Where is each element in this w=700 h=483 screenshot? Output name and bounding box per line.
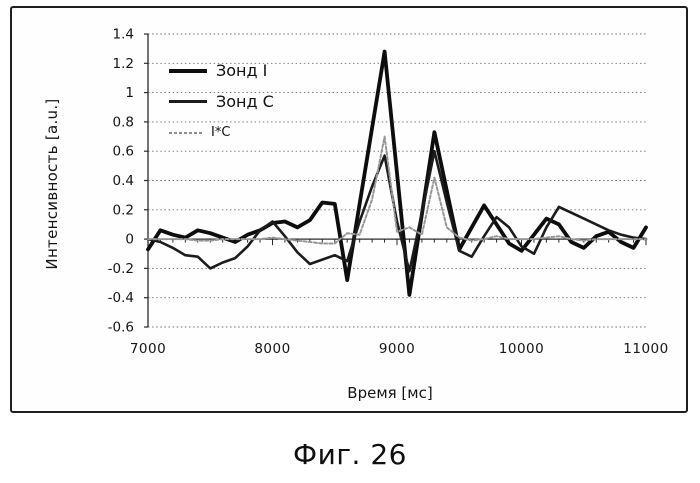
y-tick-label: -0.4 xyxy=(108,290,134,306)
legend-line-sample-zond-c xyxy=(169,100,207,103)
figure-caption: Фиг. 26 xyxy=(293,438,407,471)
legend: Зонд I Зонд C I*C xyxy=(169,55,274,148)
y-tick-label: 0.6 xyxy=(113,144,134,160)
legend-label-zond-c: Зонд C xyxy=(216,92,274,111)
x-tick-label: 9000 xyxy=(379,341,415,357)
y-tick-label: 1.4 xyxy=(113,27,134,43)
legend-line-sample-ic xyxy=(169,131,202,134)
series-line-ic xyxy=(147,135,647,245)
y-tick-label: 0.8 xyxy=(113,114,134,130)
legend-label-ic: I*C xyxy=(211,125,231,140)
x-tick-label: 11000 xyxy=(623,341,668,357)
y-tick-label: 0 xyxy=(125,232,134,248)
x-axis-title: Время [мс] xyxy=(347,384,433,402)
y-tick-label: -0.2 xyxy=(108,261,134,277)
y-tick-label: -0.6 xyxy=(108,320,134,336)
series-line-zond-c xyxy=(146,149,648,273)
line-chart: 1.4 1.2 1 0.8 0.6 0.4 0.2 0 -0.2 -0.4 -0.6 7000 8000… xyxy=(108,27,669,358)
series-line-zond-i xyxy=(146,49,648,297)
legend-item-zond-i: Зонд I xyxy=(169,55,274,86)
legend-item-zond-c: Зонд C xyxy=(169,86,274,117)
legend-label-zond-i: Зонд I xyxy=(216,61,268,80)
legend-line-sample-zond-i xyxy=(169,68,207,73)
y-axis-title: Интенсивность [a.u.] xyxy=(43,98,61,270)
figure-box: 1.4 1.2 1 0.8 0.6 0.4 0.2 0 -0.2 -0.4 -0.6 7000 8000… xyxy=(10,6,688,413)
y-tick-label: 0.4 xyxy=(113,173,134,189)
y-tick-label: 1 xyxy=(125,85,134,101)
x-tick-label: 10000 xyxy=(499,341,544,357)
y-tick-label: 0.2 xyxy=(113,202,134,218)
x-tick-label: 7000 xyxy=(130,341,166,357)
y-tick-label: 1.2 xyxy=(113,56,134,72)
x-tick-label: 8000 xyxy=(254,341,290,357)
legend-item-ic: I*C xyxy=(169,117,274,148)
